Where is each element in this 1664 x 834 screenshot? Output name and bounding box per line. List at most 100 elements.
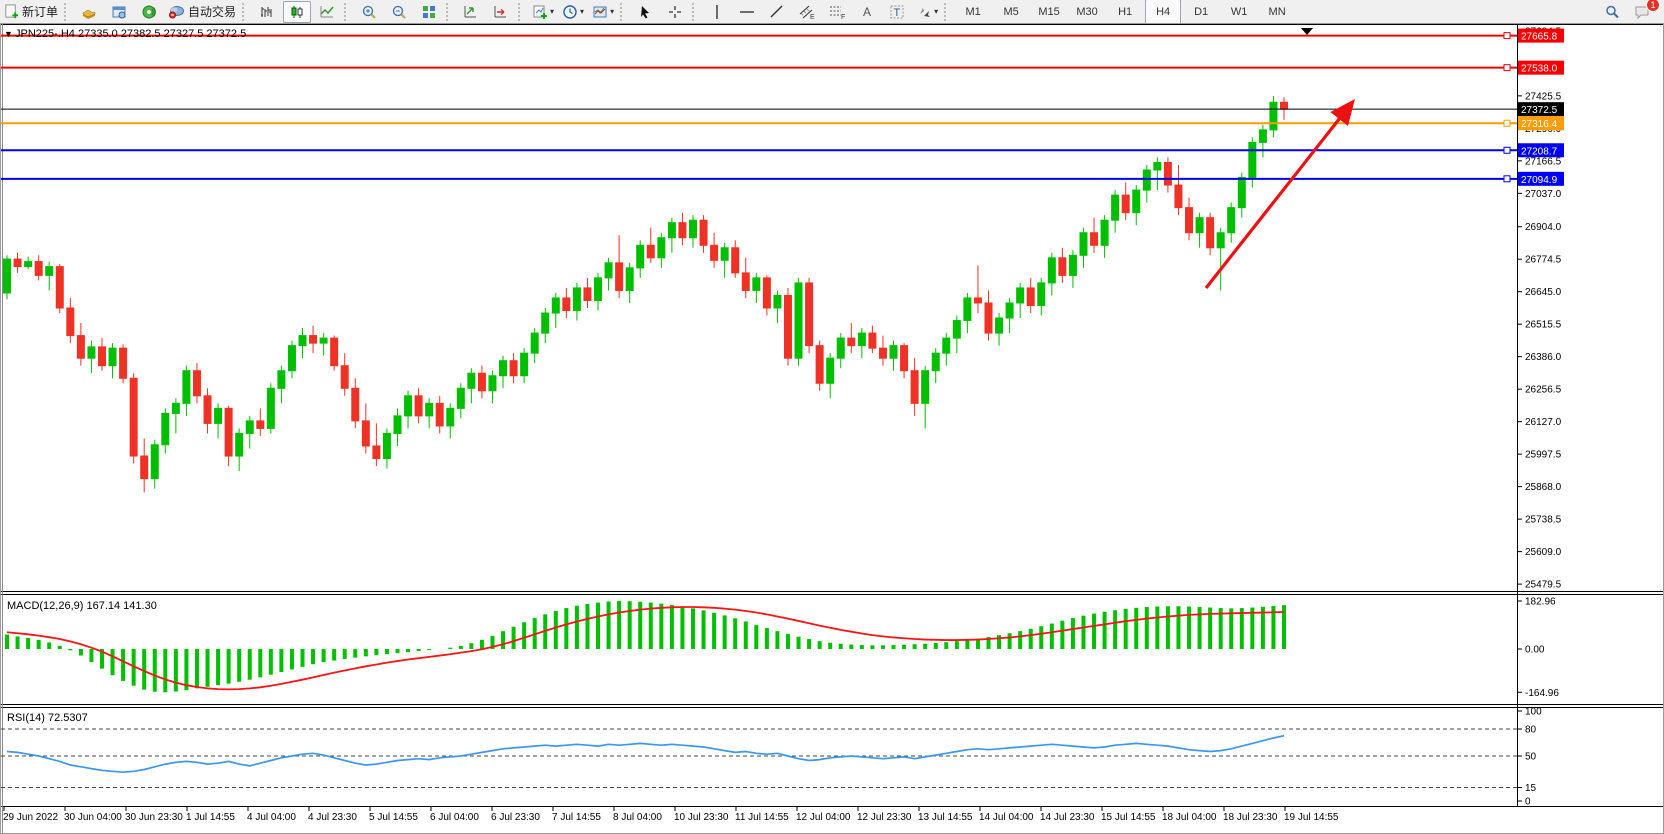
price-badge xyxy=(1518,143,1564,158)
candle-body xyxy=(657,237,666,259)
candle-body xyxy=(235,432,244,457)
timeframe-h4-button[interactable]: H4 xyxy=(1145,0,1182,25)
search-button[interactable] xyxy=(1598,1,1626,23)
equidistant-channel-button[interactable]: E xyxy=(793,1,821,23)
line-handle xyxy=(1503,146,1511,154)
candle-body xyxy=(66,307,75,337)
candle-body xyxy=(1142,169,1151,191)
candle-body xyxy=(1153,161,1162,171)
candle-body xyxy=(330,337,339,367)
trendline-button[interactable] xyxy=(763,1,791,23)
svg-text:26386.0: 26386.0 xyxy=(1525,352,1562,363)
candle-body xyxy=(1163,161,1172,186)
toolbar-separator xyxy=(344,2,352,21)
timeframe-m5-button[interactable]: M5 xyxy=(1003,5,1019,18)
zoom-in-button[interactable] xyxy=(355,1,383,23)
candlestick-chart-button[interactable] xyxy=(283,0,312,23)
text-button[interactable]: A xyxy=(853,1,881,23)
candle-body xyxy=(720,247,729,261)
timeframe-m1-button[interactable]: M1 xyxy=(965,5,981,18)
rsi-pane: 100 80 50 15 0 xyxy=(1,707,1542,808)
indicators-button[interactable]: ▾ xyxy=(529,1,557,23)
candle-body xyxy=(224,407,233,457)
svg-text:0: 0 xyxy=(1525,797,1531,808)
bar-chart-button[interactable] xyxy=(253,1,281,23)
chart-shift-button[interactable] xyxy=(487,1,515,23)
timeframe-m15-button[interactable]: M15 xyxy=(1038,5,1060,18)
svg-text:18 Jul 23:30: 18 Jul 23:30 xyxy=(1223,812,1278,823)
candle-body xyxy=(910,370,919,404)
auto-scroll-icon xyxy=(464,5,477,17)
candle-body xyxy=(900,345,909,372)
macd-pane: 182.96 0.00 -164.96 xyxy=(5,597,1559,699)
candle-body xyxy=(1280,101,1288,110)
candle-body xyxy=(287,345,296,372)
zoom-in-icon xyxy=(362,5,376,19)
timeframe-d1-button[interactable]: D1 xyxy=(1194,5,1209,18)
search-icon xyxy=(1606,5,1619,18)
terminal-button[interactable] xyxy=(135,1,163,23)
candle-body xyxy=(404,395,413,417)
market-watch-button[interactable] xyxy=(75,1,103,23)
bar-chart-icon xyxy=(261,6,272,17)
svg-text:27094.9: 27094.9 xyxy=(1521,175,1558,186)
candle-body xyxy=(214,407,223,424)
autotrade-button[interactable]: 自动交易 xyxy=(165,1,239,23)
auto-scroll-button[interactable] xyxy=(457,1,485,23)
candle-body xyxy=(182,370,191,404)
trend-arrow-annotation[interactable] xyxy=(1204,98,1355,289)
vertical-line-button[interactable] xyxy=(703,1,731,23)
timeframe-w1-button[interactable]: W1 xyxy=(1230,5,1248,18)
candle-body xyxy=(1248,141,1257,179)
svg-text:15: 15 xyxy=(1525,783,1537,794)
candle-body xyxy=(1237,177,1246,209)
svg-text:-164.96: -164.96 xyxy=(1525,688,1559,699)
candle-body xyxy=(1195,217,1204,234)
templates-button[interactable]: ▾ xyxy=(589,1,617,23)
chart-title: JPN225-.H4 27335.0 27382.5 27327.5 27372… xyxy=(15,28,247,40)
line-handle xyxy=(1503,119,1511,127)
symbol-dropdown-icon[interactable]: ▼ xyxy=(4,29,13,39)
line-chart-button[interactable] xyxy=(313,1,341,23)
candle-body xyxy=(425,402,434,417)
horizontal-line-button[interactable] xyxy=(733,1,761,23)
candle-body xyxy=(889,345,898,359)
svg-text:12 Jul 23:30: 12 Jul 23:30 xyxy=(857,812,912,823)
vertical-line-icon xyxy=(716,4,718,19)
svg-text:F: F xyxy=(841,14,845,20)
candlestick-chart-icon xyxy=(291,5,303,18)
notifications-button[interactable]: 1 xyxy=(1628,0,1660,23)
arrows-button[interactable]: ▾ xyxy=(913,1,941,23)
chart-canvas[interactable]: 27684.527425.527296.027166.527037.026904… xyxy=(1,24,1663,833)
horizontal-lines xyxy=(1,32,1517,183)
svg-text:27372.5: 27372.5 xyxy=(1521,105,1558,116)
text-label-button[interactable]: T xyxy=(883,1,911,23)
time-axis: 29 Jun 2022 30 Jun 04:00 30 Jun 23:30 1 Jul… xyxy=(3,807,1339,823)
crosshair-button[interactable] xyxy=(661,1,689,23)
line-handle xyxy=(1503,32,1511,40)
candle-body xyxy=(55,266,64,309)
new-order-label: 新订单 xyxy=(22,5,59,19)
fibonacci-button[interactable]: F xyxy=(823,1,851,23)
zoom-out-icon xyxy=(392,5,406,19)
new-order-button[interactable]: 新订单 xyxy=(1,1,61,23)
tile-windows-button[interactable] xyxy=(415,1,443,23)
candle-body xyxy=(446,407,455,427)
periods-button[interactable]: ▾ xyxy=(559,1,587,23)
macd-signal-line xyxy=(6,606,1285,691)
svg-text:18 Jul 04:00: 18 Jul 04:00 xyxy=(1162,812,1217,823)
cursor-button[interactable] xyxy=(631,1,659,23)
navigator-button[interactable] xyxy=(105,1,133,23)
candle-body xyxy=(752,277,761,291)
dropdown-caret-icon: ▾ xyxy=(934,7,939,16)
timeframe-m30-button[interactable]: M30 xyxy=(1076,5,1098,18)
candle-body xyxy=(256,420,265,429)
timeframe-mn-button[interactable]: MN xyxy=(1268,5,1286,18)
zoom-out-button[interactable] xyxy=(385,1,413,23)
candle-body xyxy=(646,244,655,259)
timeframe-h1-button[interactable]: H1 xyxy=(1118,5,1133,18)
toolbar-separator xyxy=(518,2,526,21)
svg-text:T: T xyxy=(894,7,901,19)
toolbar-separator xyxy=(692,2,700,21)
candle-body xyxy=(372,445,381,460)
